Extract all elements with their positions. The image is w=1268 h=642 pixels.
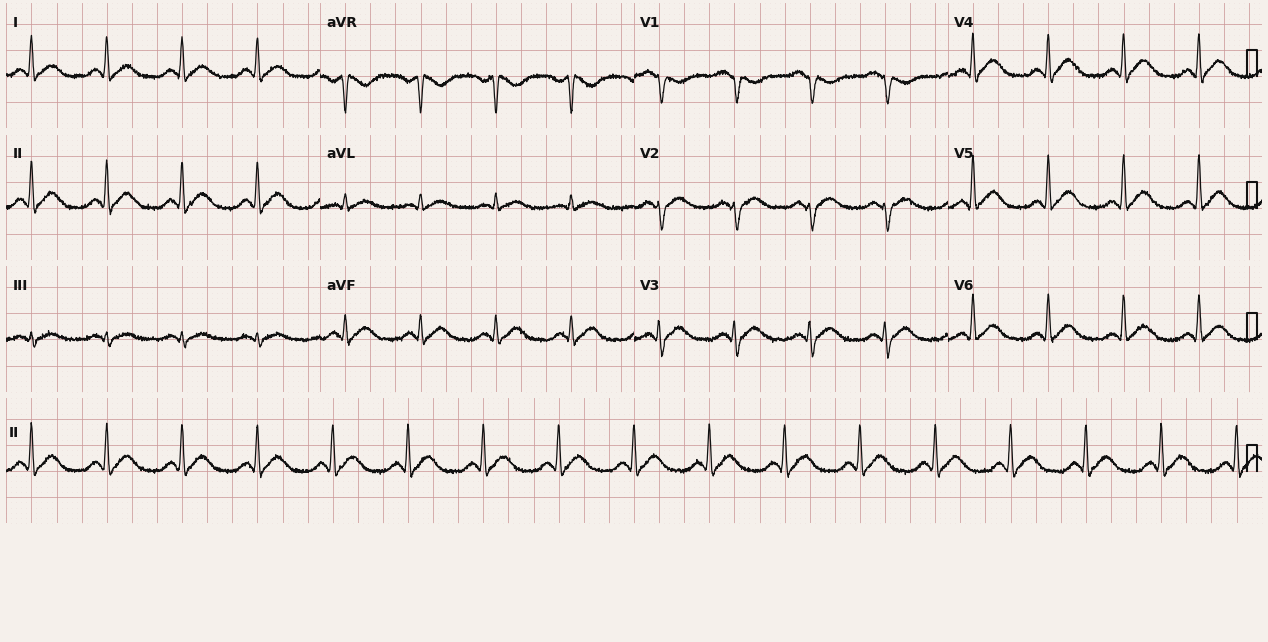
Text: II: II bbox=[13, 148, 23, 161]
Text: II: II bbox=[9, 426, 19, 440]
Text: V4: V4 bbox=[954, 15, 975, 30]
Text: V5: V5 bbox=[954, 148, 975, 161]
Text: III: III bbox=[13, 279, 28, 293]
Text: V2: V2 bbox=[640, 148, 661, 161]
Text: aVL: aVL bbox=[326, 148, 355, 161]
Text: aVR: aVR bbox=[326, 15, 358, 30]
Text: V3: V3 bbox=[640, 279, 661, 293]
Text: V6: V6 bbox=[954, 279, 975, 293]
Text: aVF: aVF bbox=[326, 279, 356, 293]
Text: V1: V1 bbox=[640, 15, 661, 30]
Text: I: I bbox=[13, 15, 18, 30]
